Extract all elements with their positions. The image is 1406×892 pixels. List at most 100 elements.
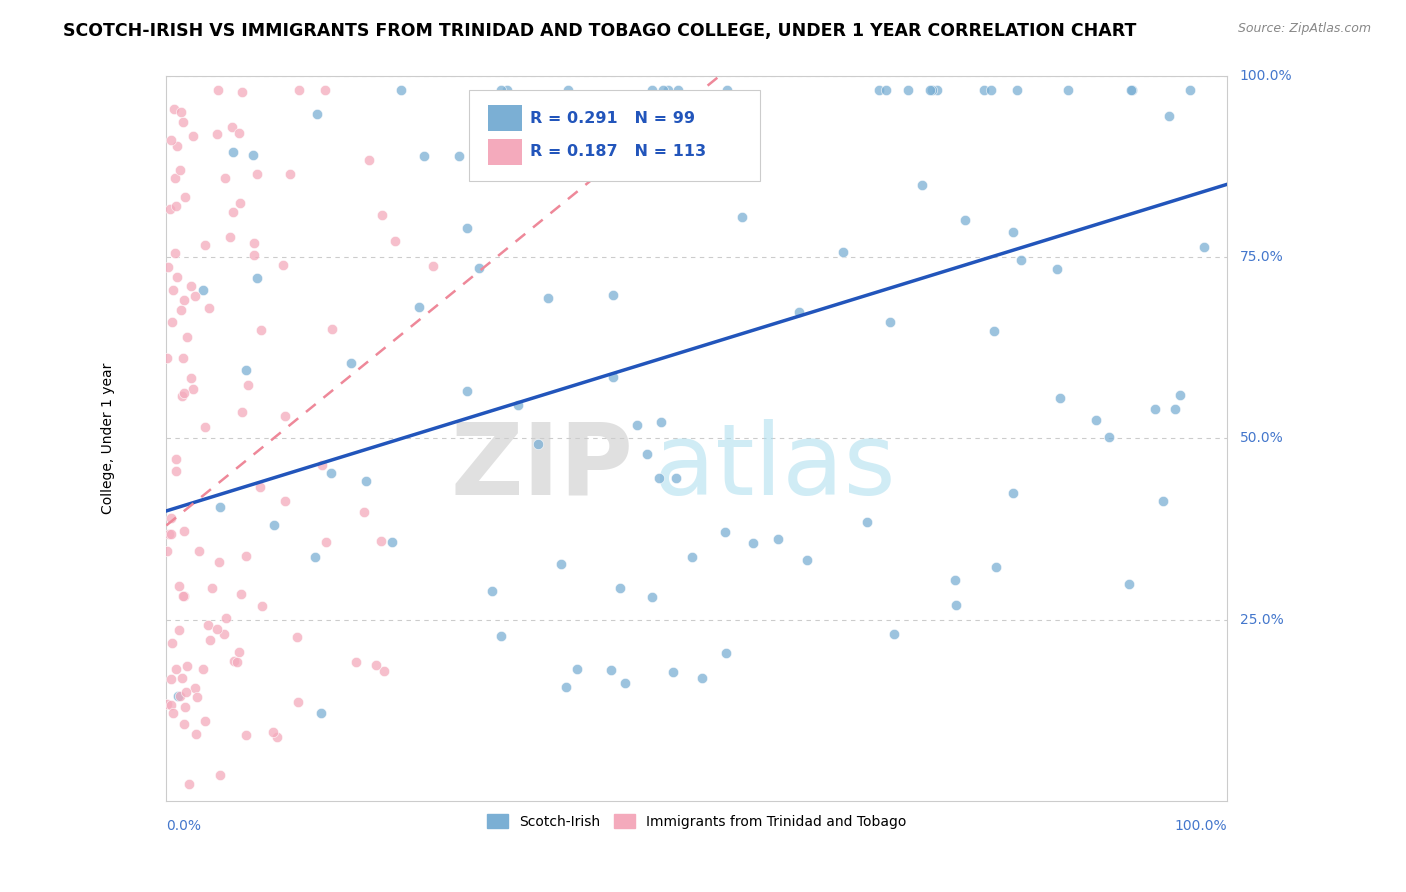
Point	[1178, 83, 1201, 97]
Point	[381, 535, 404, 549]
Point	[315, 535, 337, 549]
Point	[692, 120, 714, 135]
Point	[481, 584, 503, 599]
Point	[321, 466, 343, 480]
Point	[159, 202, 181, 216]
Point	[984, 559, 1007, 574]
Point	[1121, 83, 1143, 97]
Point	[897, 83, 920, 97]
FancyBboxPatch shape	[488, 105, 522, 131]
Point	[321, 321, 343, 335]
Point	[165, 452, 187, 467]
Point	[408, 300, 430, 314]
Point	[356, 474, 378, 488]
Point	[285, 630, 308, 644]
Point	[169, 689, 191, 703]
Point	[173, 589, 195, 603]
Point	[613, 676, 636, 690]
Point	[796, 552, 818, 566]
Point	[1152, 494, 1174, 508]
Point	[1159, 109, 1181, 123]
Point	[163, 102, 186, 116]
Point	[787, 305, 810, 319]
Point	[176, 329, 198, 343]
Point	[266, 730, 288, 744]
Point	[194, 238, 217, 252]
Text: 25.0%: 25.0%	[1240, 613, 1284, 627]
Text: R = 0.187   N = 113: R = 0.187 N = 113	[530, 145, 706, 159]
Text: 50.0%: 50.0%	[1240, 432, 1284, 445]
Point	[183, 382, 205, 396]
Point	[173, 386, 195, 401]
Point	[160, 510, 183, 524]
Point	[156, 351, 179, 365]
Point	[662, 665, 685, 679]
Point	[263, 517, 285, 532]
Point	[184, 288, 207, 302]
Point	[1168, 387, 1191, 401]
Point	[169, 302, 191, 317]
Point	[309, 706, 332, 720]
Point	[160, 698, 183, 712]
Text: SCOTCH-IRISH VS IMMIGRANTS FROM TRINIDAD AND TOBAGO COLLEGE, UNDER 1 YEAR CORREL: SCOTCH-IRISH VS IMMIGRANTS FROM TRINIDAD…	[63, 22, 1136, 40]
Point	[235, 549, 257, 563]
Point	[495, 83, 517, 97]
Point	[173, 524, 195, 538]
Point	[602, 370, 624, 384]
Point	[731, 210, 754, 224]
Point	[170, 105, 193, 120]
Point	[714, 524, 737, 539]
Point	[641, 83, 664, 97]
Point	[208, 500, 231, 515]
Text: ZIP: ZIP	[450, 419, 633, 516]
Point	[1085, 413, 1108, 427]
Point	[262, 725, 284, 739]
Point	[207, 83, 229, 97]
Point	[235, 728, 257, 742]
Point	[165, 662, 187, 676]
Point	[246, 271, 269, 285]
Point	[228, 645, 250, 659]
Point	[389, 83, 412, 97]
Text: 100.0%: 100.0%	[1240, 69, 1292, 83]
Point	[183, 681, 205, 695]
Point	[422, 259, 444, 273]
Point	[212, 627, 235, 641]
Point	[636, 447, 658, 461]
Point	[599, 663, 621, 677]
Point	[690, 672, 713, 686]
Text: Source: ZipAtlas.com: Source: ZipAtlas.com	[1237, 22, 1371, 36]
Point	[167, 623, 190, 637]
Point	[468, 261, 491, 276]
Text: 0.0%: 0.0%	[166, 820, 201, 833]
Text: 100.0%: 100.0%	[1174, 820, 1227, 833]
Point	[716, 646, 738, 660]
Point	[339, 356, 361, 370]
Point	[602, 288, 624, 302]
Point	[353, 505, 375, 519]
Point	[174, 684, 197, 698]
Point	[384, 234, 406, 248]
Point	[456, 384, 478, 398]
Point	[344, 655, 367, 669]
Point	[676, 167, 699, 181]
FancyBboxPatch shape	[488, 138, 522, 165]
Point	[918, 83, 941, 97]
Point	[242, 148, 264, 162]
Point	[925, 83, 948, 97]
Point	[1118, 577, 1140, 591]
Point	[231, 85, 253, 99]
Point	[165, 199, 187, 213]
Point	[208, 555, 231, 569]
Point	[160, 315, 183, 329]
Point	[166, 269, 188, 284]
Point	[370, 534, 392, 549]
Point	[314, 83, 336, 97]
Point	[180, 370, 202, 384]
Point	[609, 581, 631, 595]
Point	[191, 662, 214, 676]
Point	[278, 167, 301, 181]
Point	[565, 662, 588, 676]
Point	[287, 695, 309, 709]
Point	[173, 700, 195, 714]
